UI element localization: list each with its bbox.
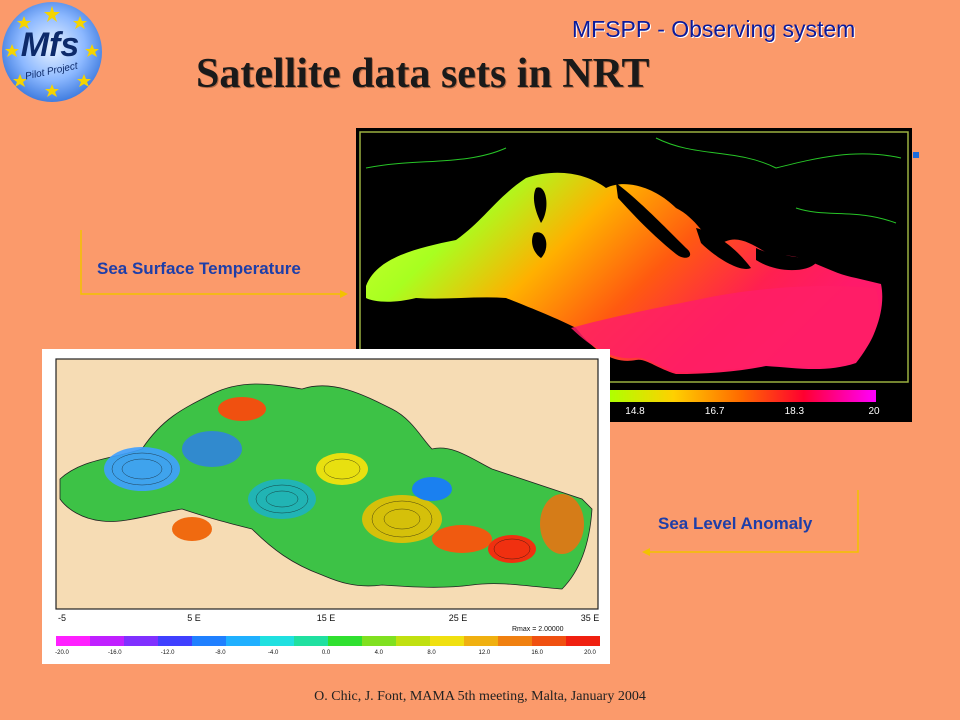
sla-colorbar-tick-6: 4.0 <box>375 650 384 656</box>
sst-label: Sea Surface Temperature <box>97 259 301 278</box>
sla-colorbar-swatch <box>124 636 158 646</box>
sla-colorbar-swatch <box>328 636 362 646</box>
sla-lon-tick-3: 25 E <box>449 613 468 623</box>
sla-scale-label: Rmax = 2.00000 <box>512 626 564 633</box>
sla-lon-ticks: -5 5 E 15 E 25 E 35 E <box>58 613 599 623</box>
sla-colorbar-swatch <box>566 636 600 646</box>
sla-colorbar-tick-10: 20.0 <box>584 650 596 656</box>
footer-credit: O. Chic, J. Font, MAMA 5th meeting, Malt… <box>314 689 646 704</box>
sla-colorbar-swatch <box>90 636 124 646</box>
sla-label: Sea Level Anomaly <box>658 514 813 533</box>
sla-colorbar-tick-0: -20.0 <box>55 650 69 656</box>
sla-lon-tick-1: 5 E <box>187 613 201 623</box>
sla-colorbar-swatch <box>532 636 566 646</box>
sst-colorbar-tick-5: 18.3 <box>785 406 805 417</box>
sla-colorbar-swatch <box>56 636 90 646</box>
sla-colorbar-tick-8: 12.0 <box>479 650 491 656</box>
sst-colorbar-tick-6: 20 <box>868 406 880 417</box>
sla-colorbar-swatch <box>226 636 260 646</box>
sla-colorbar-tick-7: 8.0 <box>427 650 436 656</box>
header-subtitle: MFSPP - Observing system <box>572 16 856 42</box>
sla-colorbar-swatch <box>294 636 328 646</box>
bullet-marker <box>913 152 919 158</box>
sla-colorbar-tick-5: 0.0 <box>322 650 331 656</box>
sla-colorbar-swatch <box>260 636 294 646</box>
sla-colorbar-ticks: -20.0 -16.0 -12.0 -8.0 -4.0 0.0 4.0 8.0 12.0 16.0… <box>55 650 596 656</box>
sla-colorbar-swatch <box>192 636 226 646</box>
page-title: Satellite data sets in NRT <box>196 51 650 97</box>
sla-lon-tick-0: -5 <box>58 613 66 623</box>
sla-colorbar-swatch <box>158 636 192 646</box>
sst-map: 1011.613.214.816.718.320 <box>356 128 912 422</box>
mfs-logo: Mfs Pilot Project <box>2 2 102 102</box>
sst-colorbar-tick-4: 16.7 <box>705 406 725 417</box>
sla-contours <box>111 452 531 560</box>
sla-colorbar-swatch <box>396 636 430 646</box>
sla-lon-tick-4: 35 E <box>581 613 600 623</box>
sla-anomaly-blobs <box>104 397 584 563</box>
sla-colorbar-swatch <box>464 636 498 646</box>
sst-callout-arrow <box>80 230 348 298</box>
sst-warm-region <box>571 286 879 372</box>
sla-colorbar-swatch <box>498 636 532 646</box>
logo-stars <box>5 6 99 97</box>
sla-colorbar-swatch <box>362 636 396 646</box>
sla-callout-arrow <box>642 490 859 556</box>
sla-colorbar-tick-2: -12.0 <box>161 650 175 656</box>
sla-colorbar-tick-9: 16.0 <box>531 650 543 656</box>
sla-lon-tick-2: 15 E <box>317 613 336 623</box>
logo-text: Mfs <box>21 26 80 64</box>
sla-colorbar-swatch <box>430 636 464 646</box>
sla-colorbar-tick-3: -8.0 <box>215 650 226 656</box>
sla-map: -5 5 E 15 E 25 E 35 E Rmax = 2.00000 -20.0 -1… <box>42 349 610 664</box>
sla-colorbar-tick-1: -16.0 <box>108 650 122 656</box>
sla-colorbar-tick-4: -4.0 <box>268 650 279 656</box>
sst-colorbar-tick-3: 14.8 <box>625 406 645 417</box>
sla-colorbar <box>56 636 600 646</box>
sst-landmasses <box>532 183 816 271</box>
